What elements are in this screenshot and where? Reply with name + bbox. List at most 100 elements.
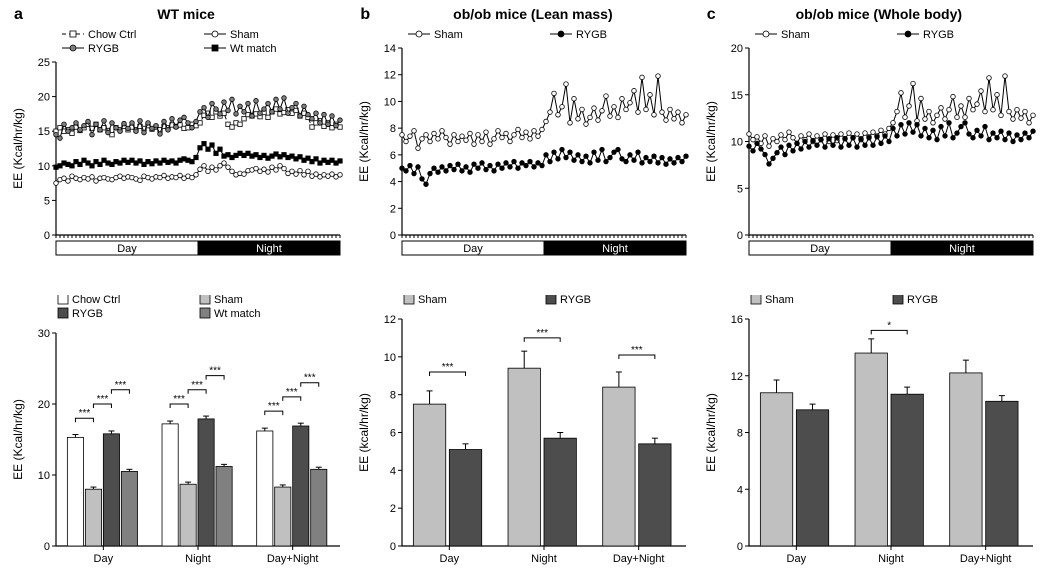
svg-text:20: 20: [731, 43, 743, 55]
svg-text:Night: Night: [949, 243, 975, 255]
svg-text:EE (Kcal/hr/kg): EE (Kcal/hr/kg): [11, 108, 25, 189]
svg-text:Chow Ctrl: Chow Ctrl: [72, 295, 120, 306]
svg-text:Night: Night: [532, 553, 558, 565]
svg-text:16: 16: [731, 314, 743, 326]
svg-text:12: 12: [384, 314, 396, 326]
svg-text:Sham: Sham: [214, 295, 243, 306]
svg-text:RYGB: RYGB: [923, 29, 954, 41]
svg-text:20: 20: [38, 92, 50, 104]
svg-text:2: 2: [390, 503, 396, 515]
panel-c: c ob/ob mice (Whole body) 0 5 10 15 20 EE (Kc…: [701, 6, 1042, 563]
svg-text:***: ***: [115, 379, 127, 390]
svg-text:EE (Kcal/hr/kg): EE (Kcal/hr/kg): [357, 101, 371, 182]
svg-text:4: 4: [390, 465, 396, 477]
svg-text:Chow Ctrl: Chow Ctrl: [88, 29, 136, 41]
svg-text:Night: Night: [603, 243, 629, 255]
svg-text:RYGB: RYGB: [576, 29, 607, 41]
panel-c-bar-chart: 0 4 8 12 16 EE (kcal/hr/kg) Day Night Day+Night *…: [701, 295, 1042, 564]
panel-b-label: b: [354, 6, 370, 26]
panel-b-bar-chart: 0 2 4 6 8 10 12 EE (kcal/hr/kg) Day Night Day+Nigh…: [354, 295, 695, 564]
svg-text:6: 6: [390, 427, 396, 439]
svg-text:Day+Night: Day+Night: [267, 553, 319, 565]
svg-text:***: ***: [268, 401, 280, 412]
svg-text:4: 4: [737, 484, 743, 496]
svg-text:***: ***: [286, 386, 298, 397]
svg-text:Day: Day: [464, 243, 484, 255]
svg-text:***: ***: [97, 394, 109, 405]
panel-a: a WT mice 0 5 10 15 20 25 EE (Kcal/hr/kg) Day Ni…: [8, 6, 349, 563]
panel-c-label: c: [701, 6, 716, 26]
panel-c-line-chart: 0 5 10 15 20 EE (Kcal/hr/kg) Day Night Sham RYGB: [701, 26, 1042, 295]
figure-root: a WT mice 0510152025EE (Kcal/hr/kg)DayNi…: [0, 0, 1050, 573]
panel-a-title: WT mice: [23, 6, 349, 24]
svg-text:Night: Night: [256, 243, 282, 255]
svg-text:***: ***: [209, 365, 221, 376]
svg-text:5: 5: [44, 195, 50, 207]
svg-text:5: 5: [737, 183, 743, 195]
svg-text:6: 6: [390, 150, 396, 162]
svg-text:0: 0: [44, 230, 50, 242]
svg-text:Day: Day: [440, 553, 460, 565]
svg-text:***: ***: [631, 344, 643, 355]
svg-text:Night: Night: [878, 553, 904, 565]
svg-text:Sham: Sham: [434, 29, 463, 41]
svg-text:4: 4: [390, 177, 396, 189]
svg-text:RYGB: RYGB: [88, 43, 119, 55]
svg-text:*: *: [887, 320, 891, 331]
panel-a-line-chart: 0 5 10 15 20 25 EE (Kcal/hr/kg) Day Night Chow Ct…: [8, 26, 349, 295]
svg-text:20: 20: [38, 399, 50, 411]
svg-text:Sham: Sham: [230, 29, 259, 41]
panel-a-bar-chart: 0 10 20 30 EE (Kcal/hr/kg) Day Night Day+Night *…: [8, 295, 349, 564]
svg-text:Wt match: Wt match: [214, 308, 260, 320]
svg-text:***: ***: [537, 327, 549, 338]
svg-text:0: 0: [390, 541, 396, 553]
svg-text:12: 12: [384, 70, 396, 82]
svg-text:12: 12: [731, 370, 743, 382]
svg-text:0: 0: [44, 541, 50, 553]
svg-text:30: 30: [38, 328, 50, 340]
svg-text:EE (Kcal/hr/kg): EE (Kcal/hr/kg): [704, 101, 718, 182]
svg-text:EE (kcal/hr/kg): EE (kcal/hr/kg): [704, 393, 718, 472]
svg-text:RYGB: RYGB: [72, 308, 103, 320]
svg-text:RYGB: RYGB: [907, 295, 938, 306]
svg-text:0: 0: [737, 541, 743, 553]
panel-b: b ob/ob mice (Lean mass) 0 2 4 6 8 10 12 14 EE (…: [354, 6, 695, 563]
svg-text:15: 15: [38, 126, 50, 138]
svg-text:RYGB: RYGB: [560, 295, 591, 306]
svg-text:***: ***: [173, 394, 185, 405]
panel-a-label: a: [8, 6, 23, 26]
svg-text:10: 10: [384, 351, 396, 363]
svg-text:Day: Day: [94, 553, 114, 565]
panel-b-title: ob/ob mice (Lean mass): [370, 6, 695, 24]
svg-text:Day: Day: [810, 243, 830, 255]
svg-text:***: ***: [79, 408, 91, 419]
svg-text:8: 8: [390, 123, 396, 135]
svg-text:Night: Night: [185, 553, 211, 565]
svg-text:10: 10: [38, 470, 50, 482]
svg-text:8: 8: [737, 427, 743, 439]
svg-text:Day+Night: Day+Night: [613, 553, 665, 565]
svg-text:10: 10: [384, 96, 396, 108]
panel-c-title: ob/ob mice (Whole body): [716, 6, 1042, 24]
svg-text:25: 25: [38, 57, 50, 69]
svg-text:Sham: Sham: [418, 295, 447, 306]
svg-text:Day+Night: Day+Night: [960, 553, 1012, 565]
svg-text:EE (kcal/hr/kg): EE (kcal/hr/kg): [357, 393, 371, 472]
svg-text:10: 10: [38, 161, 50, 173]
svg-text:EE (Kcal/hr/kg): EE (Kcal/hr/kg): [11, 399, 25, 480]
svg-text:2: 2: [390, 203, 396, 215]
svg-text:***: ***: [191, 379, 203, 390]
svg-text:8: 8: [390, 389, 396, 401]
svg-text:Sham: Sham: [765, 295, 794, 306]
svg-text:0: 0: [390, 230, 396, 242]
svg-text:14: 14: [384, 43, 396, 55]
svg-text:Sham: Sham: [781, 29, 810, 41]
svg-text:15: 15: [731, 90, 743, 102]
svg-text:Day: Day: [117, 243, 137, 255]
svg-text:10: 10: [731, 137, 743, 149]
svg-text:0: 0: [737, 230, 743, 242]
svg-text:Day: Day: [786, 553, 806, 565]
svg-text:***: ***: [442, 361, 454, 372]
panel-b-line-chart: 0 2 4 6 8 10 12 14 EE (Kcal/hr/kg) Day Night Sham RY…: [354, 26, 695, 295]
svg-text:***: ***: [304, 372, 316, 383]
